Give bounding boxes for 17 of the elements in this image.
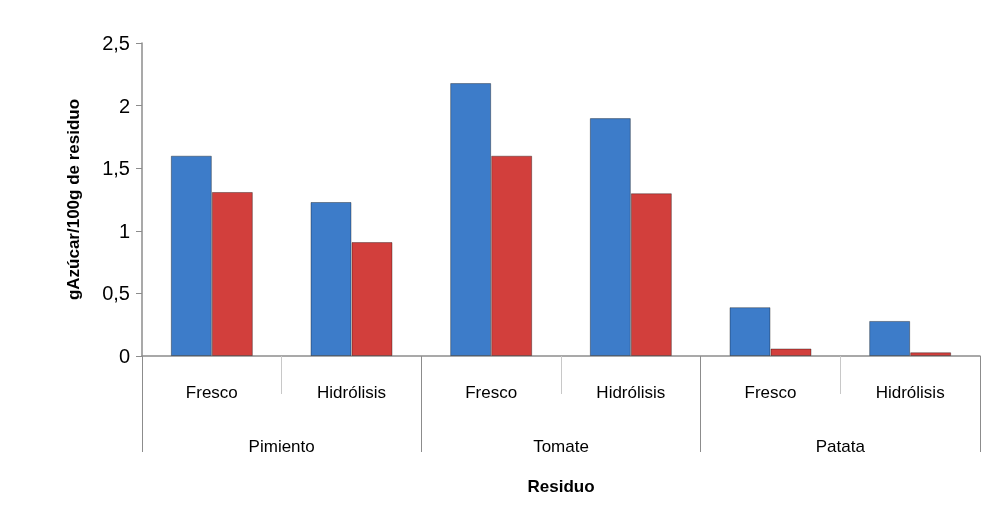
x-tick-label: Fresco (465, 383, 518, 402)
x-tick-label: Hidrólisis (596, 383, 666, 402)
x-tick-label: Hidrólisis (875, 383, 945, 402)
y-tick-label: 0,5 (102, 282, 130, 305)
x-tick-label: Hidrólisis (317, 383, 386, 402)
x-tick-label: Fresco (744, 383, 797, 402)
text: Pimiento (248, 437, 315, 456)
y-tick-label: 2,5 (102, 32, 130, 54)
y-axis-title: gAzúcar/100g de residuo (64, 98, 83, 301)
y-tick-label: 2 (118, 94, 130, 117)
y-tick-label: 1 (118, 219, 130, 242)
x-axis-title: Residuo (527, 477, 595, 496)
text: Tomate (533, 437, 589, 456)
y-tick-label: 0 (118, 345, 130, 367)
y-tick-label: 1,5 (102, 157, 130, 180)
text: Patata (815, 437, 866, 456)
x-tick-label: Fresco (185, 383, 238, 402)
